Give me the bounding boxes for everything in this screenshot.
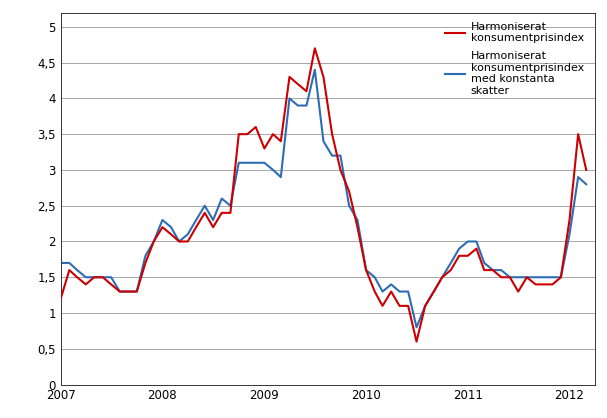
Legend: Harmoniserat
konsumentprisindex, Harmoniserat
konsumentprisindex
med konstanta
s: Harmoniserat konsumentprisindex, Harmoni… xyxy=(445,22,584,96)
